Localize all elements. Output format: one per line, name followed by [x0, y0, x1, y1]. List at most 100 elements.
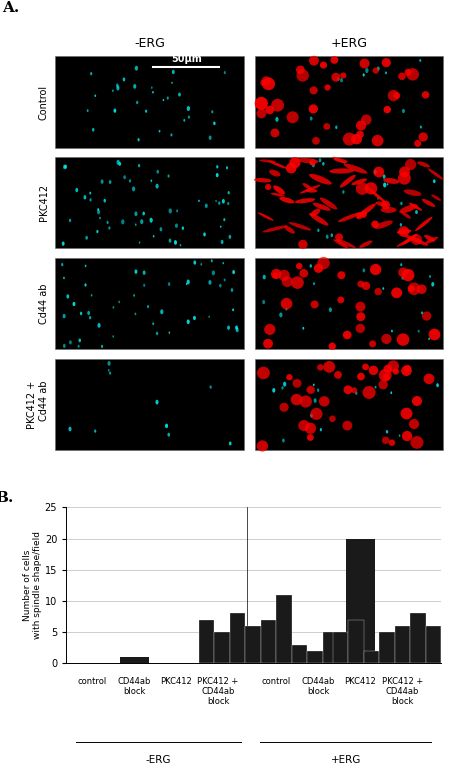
Ellipse shape: [399, 204, 418, 213]
Circle shape: [401, 366, 412, 376]
Circle shape: [405, 69, 411, 76]
Ellipse shape: [139, 241, 140, 243]
Text: +ERG: +ERG: [331, 37, 368, 49]
Ellipse shape: [400, 202, 403, 205]
Text: CD44ab
block: CD44ab block: [302, 676, 335, 696]
Ellipse shape: [422, 199, 435, 207]
Bar: [55, 157, 244, 248]
Ellipse shape: [215, 200, 217, 203]
Ellipse shape: [401, 275, 404, 280]
Ellipse shape: [391, 329, 393, 332]
Ellipse shape: [169, 332, 170, 334]
Ellipse shape: [75, 188, 78, 192]
Circle shape: [272, 272, 278, 278]
Circle shape: [306, 386, 315, 394]
Ellipse shape: [101, 345, 103, 348]
Ellipse shape: [229, 235, 231, 239]
Circle shape: [256, 108, 266, 118]
Ellipse shape: [208, 280, 212, 284]
Ellipse shape: [415, 216, 432, 231]
Ellipse shape: [108, 226, 110, 230]
Circle shape: [356, 121, 366, 131]
Circle shape: [391, 288, 402, 298]
Ellipse shape: [86, 236, 88, 240]
Text: control: control: [77, 676, 107, 686]
Text: Cd44 ab: Cd44 ab: [39, 284, 49, 324]
Ellipse shape: [283, 382, 286, 386]
Circle shape: [265, 106, 274, 114]
Ellipse shape: [138, 164, 140, 167]
Circle shape: [257, 441, 268, 451]
Ellipse shape: [333, 157, 345, 163]
Circle shape: [406, 68, 419, 80]
Ellipse shape: [319, 158, 321, 162]
Ellipse shape: [317, 388, 319, 392]
Circle shape: [291, 393, 302, 405]
Ellipse shape: [135, 223, 137, 226]
Circle shape: [286, 163, 297, 173]
Circle shape: [319, 397, 329, 407]
Ellipse shape: [166, 97, 169, 100]
Circle shape: [365, 182, 377, 195]
Circle shape: [330, 56, 338, 64]
Circle shape: [286, 374, 292, 380]
Ellipse shape: [69, 340, 72, 345]
Circle shape: [382, 437, 389, 444]
Circle shape: [292, 379, 302, 388]
Text: -ERG: -ERG: [146, 754, 171, 764]
Ellipse shape: [329, 308, 332, 312]
Ellipse shape: [429, 275, 431, 278]
Circle shape: [398, 226, 409, 237]
Ellipse shape: [402, 109, 405, 113]
Circle shape: [317, 257, 330, 269]
Ellipse shape: [342, 190, 345, 194]
Circle shape: [393, 92, 400, 99]
Ellipse shape: [98, 323, 100, 328]
Ellipse shape: [211, 111, 213, 114]
Ellipse shape: [94, 94, 96, 97]
Circle shape: [263, 339, 273, 349]
Ellipse shape: [137, 138, 140, 141]
Circle shape: [356, 131, 364, 138]
Ellipse shape: [374, 170, 377, 175]
Circle shape: [323, 361, 335, 373]
Ellipse shape: [236, 328, 238, 332]
Ellipse shape: [337, 77, 339, 81]
Circle shape: [374, 288, 382, 295]
Circle shape: [382, 373, 390, 380]
Ellipse shape: [310, 161, 312, 165]
Ellipse shape: [118, 162, 121, 166]
Text: PKC412: PKC412: [160, 676, 192, 686]
Ellipse shape: [263, 274, 266, 279]
Ellipse shape: [132, 186, 135, 192]
Ellipse shape: [159, 130, 161, 132]
Ellipse shape: [135, 211, 138, 216]
Ellipse shape: [123, 175, 126, 179]
Ellipse shape: [62, 241, 65, 246]
Ellipse shape: [310, 117, 313, 121]
Circle shape: [338, 271, 346, 279]
Circle shape: [265, 184, 271, 190]
Ellipse shape: [400, 263, 402, 267]
Ellipse shape: [404, 189, 422, 196]
Ellipse shape: [220, 226, 221, 228]
Ellipse shape: [167, 433, 170, 437]
Ellipse shape: [399, 434, 400, 437]
Ellipse shape: [187, 106, 190, 111]
Ellipse shape: [175, 223, 178, 228]
Circle shape: [279, 270, 290, 281]
Ellipse shape: [365, 68, 369, 73]
Circle shape: [300, 396, 312, 407]
Circle shape: [309, 104, 318, 114]
Ellipse shape: [63, 165, 66, 169]
Ellipse shape: [152, 91, 154, 94]
Ellipse shape: [320, 428, 322, 431]
Ellipse shape: [135, 66, 138, 70]
Ellipse shape: [183, 119, 185, 121]
Ellipse shape: [160, 227, 162, 231]
Ellipse shape: [187, 319, 190, 324]
Ellipse shape: [133, 84, 136, 89]
Circle shape: [361, 114, 372, 125]
Ellipse shape: [382, 287, 384, 290]
Ellipse shape: [198, 199, 200, 202]
